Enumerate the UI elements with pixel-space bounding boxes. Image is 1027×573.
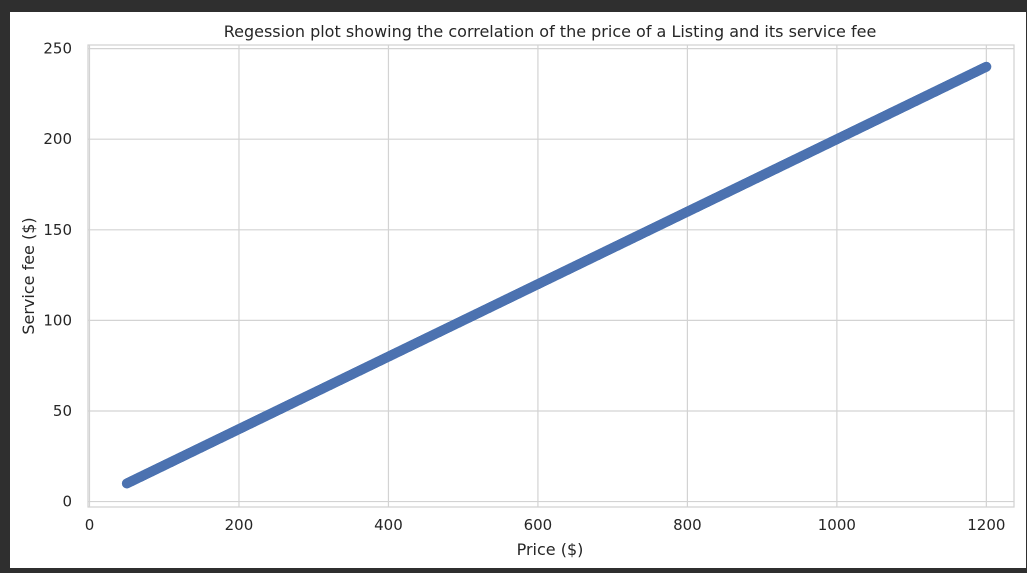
x-tick-label: 400 xyxy=(374,516,403,534)
y-tick-label: 100 xyxy=(43,311,72,329)
x-tick-label: 800 xyxy=(673,516,702,534)
x-tick-label: 1200 xyxy=(967,516,1005,534)
y-axis-label: Service fee ($) xyxy=(19,217,38,334)
y-tick-label: 50 xyxy=(53,402,72,420)
x-tick-label: 200 xyxy=(225,516,254,534)
figure-canvas: 0 200 400 600 800 1000 1200 0 50 100 150 200 250 Re… xyxy=(10,12,1026,568)
x-tick-label: 1000 xyxy=(818,516,856,534)
y-tick-label: 0 xyxy=(62,493,72,511)
x-axis-label: Price ($) xyxy=(517,540,584,559)
grid-lines xyxy=(88,45,1014,507)
x-axis-ticks: 0 200 400 600 800 1000 1200 xyxy=(85,516,1006,534)
data-points xyxy=(121,61,992,489)
x-tick-label: 600 xyxy=(524,516,553,534)
y-axis-ticks: 0 50 100 150 200 250 xyxy=(43,40,72,511)
y-tick-label: 150 xyxy=(43,221,72,239)
regression-plot: 0 200 400 600 800 1000 1200 0 50 100 150 200 250 Re… xyxy=(19,22,1015,559)
chart-title: Regession plot showing the correlation o… xyxy=(224,22,877,41)
x-tick-label: 0 xyxy=(85,516,95,534)
y-tick-label: 250 xyxy=(43,40,72,58)
scatter-point xyxy=(981,61,992,72)
y-tick-label: 200 xyxy=(43,130,72,148)
